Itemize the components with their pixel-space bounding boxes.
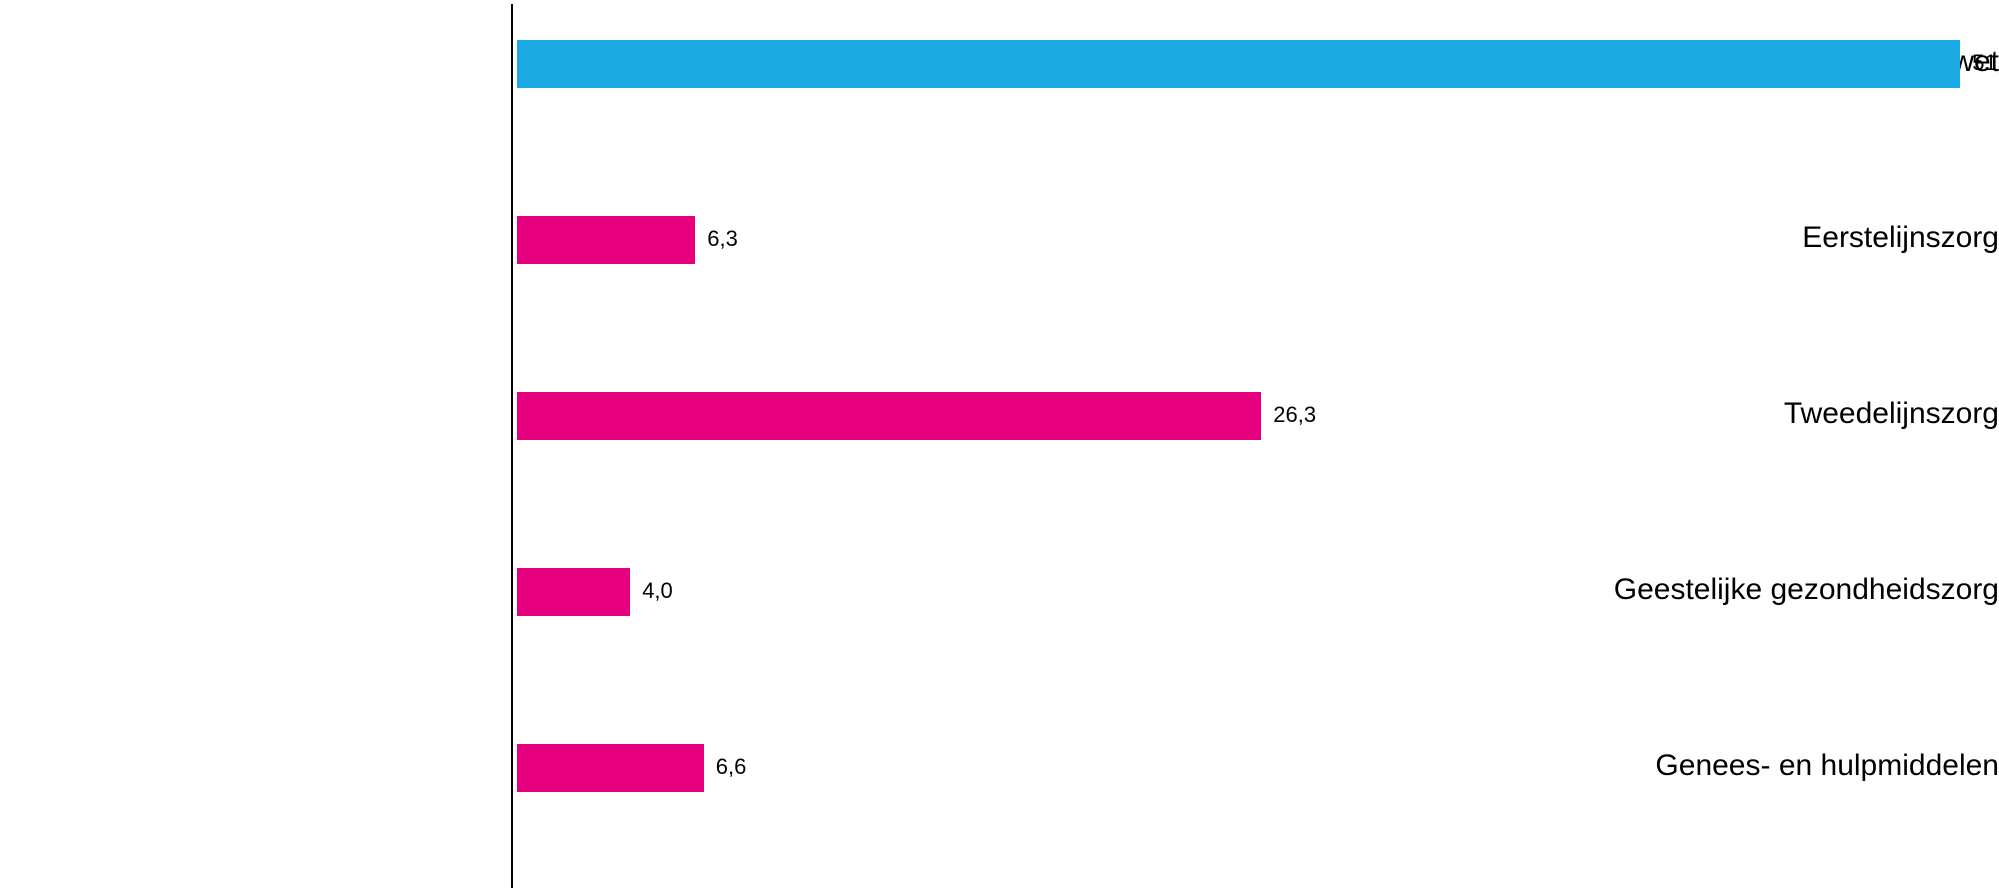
chart-row: Eerstelijnszorg6,3 — [0, 98, 1999, 186]
zorgverzekeringswet-bar-chart: Totaal Zorgverzekeringswet51,0Eerstelijn… — [0, 0, 1999, 888]
chart-row: Ziekenvervoer0,8 — [0, 538, 1999, 626]
chart-row: Opleidingen1,2 — [0, 626, 1999, 714]
chart-row: Genees- en hulpmiddelen6,6 — [0, 362, 1999, 450]
chart-row: Tweedelijnszorg26,3 — [0, 186, 1999, 274]
value-label: 51,0 — [1972, 52, 1999, 74]
chart-row: Geestelijke gezondheidszorg4,0 — [0, 274, 1999, 362]
chart-row: Wijkverpleging4,1 — [0, 450, 1999, 538]
chart-row: Totaal Zorgverzekeringswet51,0 — [0, 10, 1999, 98]
chart-bar — [517, 40, 1960, 88]
chart-row: Grensoverschrijdende zorg0,7 — [0, 714, 1999, 802]
chart-row: Nominaal en onverdeeld0,9 — [0, 802, 1999, 888]
